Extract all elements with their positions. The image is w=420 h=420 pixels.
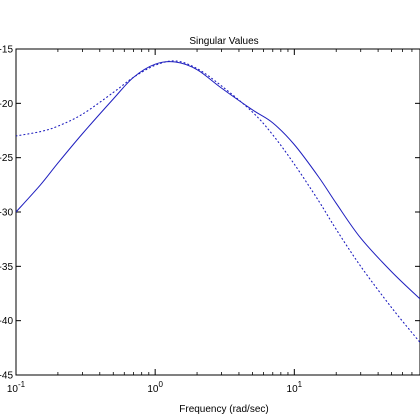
y-tick-label: -35: [0, 262, 13, 273]
chart-title: Singular Values: [189, 36, 258, 47]
series-dotted-line: [16, 60, 420, 343]
y-tick-label: -45: [0, 371, 13, 382]
y-tick-label: -25: [0, 153, 13, 164]
x-tick-label: 100: [147, 380, 163, 395]
plot-area: 10-1 100 101 -15 -20 -25 -30 -35 -40 -45: [0, 45, 420, 395]
y-tick-label: -20: [0, 99, 13, 110]
x-tick-label: 10-1: [7, 380, 26, 395]
series-solid-line: [16, 61, 420, 300]
y-tick-label: -30: [0, 208, 13, 219]
y-tick-label: -40: [0, 316, 13, 327]
x-axis-label: Frequency (rad/sec): [179, 404, 268, 415]
x-tick-label: 101: [287, 380, 303, 395]
y-tick-label: -15: [0, 45, 13, 56]
